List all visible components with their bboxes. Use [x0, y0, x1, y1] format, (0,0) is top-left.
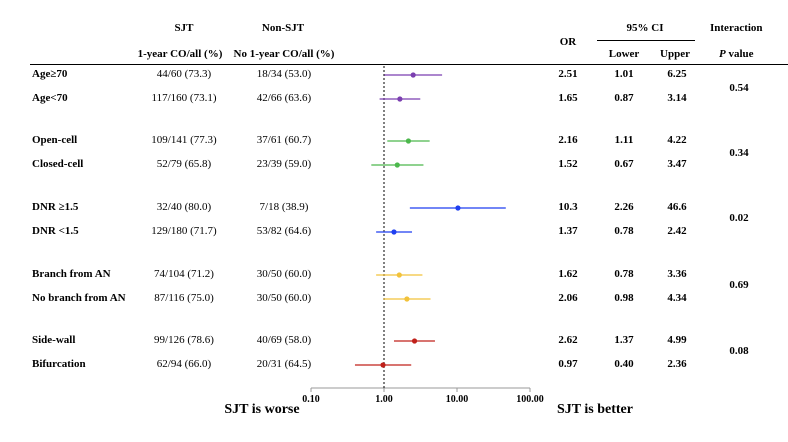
row-or: 1.65	[558, 92, 578, 104]
row-or: 2.62	[558, 334, 578, 346]
row-label: Age≥70	[32, 68, 68, 80]
row-sjt: 52/79 (65.8)	[156, 158, 212, 170]
row-nonsjt: 37/61 (60.7)	[256, 134, 312, 146]
row-label: Open-cell	[32, 134, 78, 146]
row-sjt: 117/160 (73.1)	[151, 92, 217, 104]
footer-better: SJT is better	[557, 402, 633, 417]
row-or: 1.52	[558, 158, 578, 170]
row-upper: 4.34	[667, 292, 687, 304]
row-upper: 6.25	[667, 68, 687, 80]
row-or: 2.16	[558, 134, 578, 146]
row-nonsjt: 42/66 (63.6)	[256, 92, 312, 104]
row-label: DNR ≥1.5	[32, 201, 79, 213]
row-sjt: 44/60 (73.3)	[156, 68, 212, 80]
row-sjt: 62/94 (66.0)	[156, 358, 212, 370]
row-lower: 0.78	[614, 268, 634, 280]
header-nonsjt: Non-SJT	[261, 22, 305, 34]
row-label: Bifurcation	[32, 358, 86, 370]
row-upper: 2.42	[667, 225, 687, 237]
row-or: 0.97	[558, 358, 578, 370]
header-sjt-sub: 1-year CO/all (%)	[137, 48, 223, 60]
row-upper: 46.6	[667, 201, 687, 213]
row-nonsjt: 20/31 (64.5)	[256, 358, 312, 370]
x-tick-label: 100.00	[516, 394, 544, 405]
row-sjt: 129/180 (71.7)	[151, 225, 217, 237]
row-lower: 2.26	[614, 201, 634, 213]
row-upper: 3.36	[667, 268, 687, 280]
row-label: DNR <1.5	[32, 225, 79, 237]
header-p-italic: P	[719, 48, 726, 60]
interaction-p-wall: 0.08	[729, 345, 749, 357]
row-nonsjt: 40/69 (58.0)	[256, 334, 312, 346]
row-or: 1.37	[558, 225, 578, 237]
row-label: No branch from AN	[32, 292, 126, 304]
row-sjt: 32/40 (80.0)	[156, 201, 212, 213]
x-tick-label: 1.00	[375, 394, 393, 405]
row-lower: 1.37	[614, 334, 634, 346]
or-point	[397, 96, 403, 102]
row-lower: 1.01	[614, 68, 634, 80]
or-point	[391, 229, 397, 235]
row-or: 2.51	[558, 68, 578, 80]
row-label: Closed-cell	[32, 158, 84, 170]
header-rule	[30, 64, 788, 65]
or-point	[380, 362, 386, 368]
or-point	[410, 72, 416, 78]
row-lower: 1.11	[614, 134, 634, 146]
row-sjt: 87/116 (75.0)	[154, 292, 214, 304]
or-point	[411, 338, 418, 344]
row-nonsjt: 53/82 (64.6)	[256, 225, 312, 237]
row-lower: 0.87	[614, 92, 634, 104]
header-interaction: Interaction	[710, 22, 763, 34]
row-sjt: 109/141 (77.3)	[151, 134, 217, 146]
row-label: Side-wall	[32, 334, 76, 346]
row-upper: 2.36	[667, 358, 687, 370]
header-upper: Upper	[660, 48, 690, 60]
or-point	[396, 272, 402, 278]
row-upper: 3.47	[667, 158, 687, 170]
row-lower: 0.67	[614, 158, 634, 170]
or-point	[455, 205, 461, 211]
interaction-p-branch: 0.69	[729, 279, 749, 291]
row-nonsjt: 18/34 (53.0)	[256, 68, 312, 80]
interaction-p-cell: 0.34	[729, 147, 749, 159]
row-upper: 3.14	[667, 92, 687, 104]
ci-underline	[597, 40, 695, 41]
interaction-p-age: 0.54	[729, 82, 749, 94]
header-ci: 95% CI	[626, 22, 664, 34]
row-nonsjt: 7/18 (38.9)	[259, 201, 309, 213]
row-nonsjt: 23/39 (59.0)	[256, 158, 312, 170]
row-lower: 0.98	[614, 292, 634, 304]
row-lower: 0.40	[614, 358, 634, 370]
row-or: 2.06	[558, 292, 578, 304]
or-point	[405, 138, 412, 144]
row-nonsjt: 30/50 (60.0)	[256, 268, 312, 280]
row-or: 10.3	[558, 201, 578, 213]
row-nonsjt: 30/50 (60.0)	[256, 292, 312, 304]
row-sjt: 99/126 (78.6)	[154, 334, 214, 346]
row-label: Age<70	[32, 92, 68, 104]
row-lower: 0.78	[614, 225, 634, 237]
header-p-value: P value	[719, 48, 754, 60]
row-label: Branch from AN	[32, 268, 111, 280]
x-tick-label: 10.00	[446, 394, 469, 405]
header-or: OR	[559, 36, 577, 48]
row-upper: 4.22	[667, 134, 687, 146]
row-sjt: 74/104 (71.2)	[154, 268, 214, 280]
header-sjt: SJT	[174, 22, 194, 34]
header-nonsjt-sub: No 1-year CO/all (%)	[233, 48, 335, 60]
footer-worse: SJT is worse	[224, 402, 300, 417]
header-lower: Lower	[608, 48, 640, 60]
header-value-text: value	[725, 48, 754, 60]
or-point	[394, 162, 400, 168]
row-upper: 4.99	[667, 334, 687, 346]
x-tick-label: 0.10	[302, 394, 320, 405]
or-point	[404, 296, 410, 302]
row-or: 1.62	[558, 268, 578, 280]
interaction-p-dnr: 0.02	[729, 212, 749, 224]
